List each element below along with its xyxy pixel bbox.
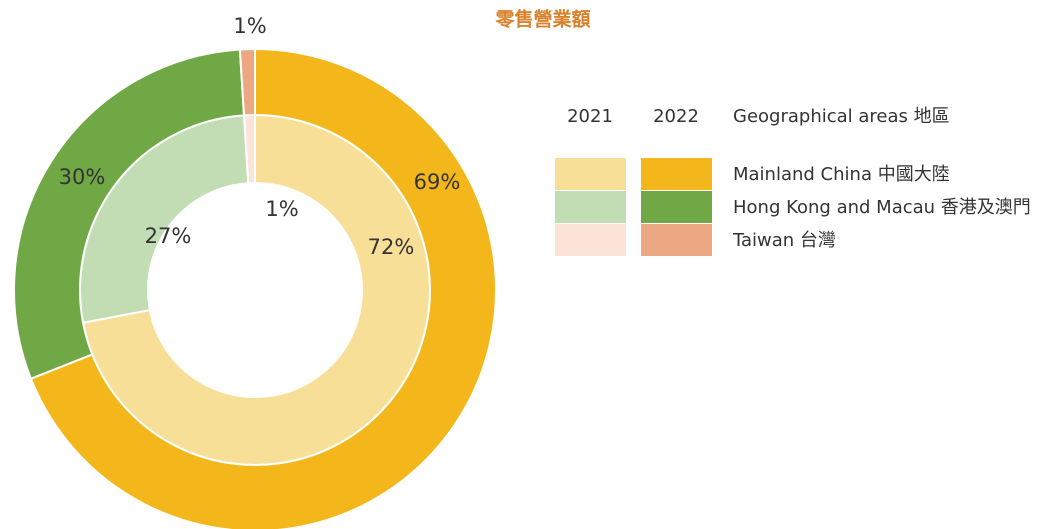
chart-title: 零售營業額 (494, 8, 590, 31)
value-label: 72% (368, 235, 415, 259)
value-label: 30% (59, 165, 106, 189)
legend-header: 2022 (653, 106, 699, 127)
donut-segment (238, 47, 256, 117)
legend-label: Taiwan 台灣 (732, 230, 836, 251)
legend-label: Mainland China 中國大陸 (733, 164, 950, 185)
value-label: 1% (265, 197, 298, 221)
legend-swatch (555, 224, 626, 256)
legend-label: Hong Kong and Macau 香港及澳門 (733, 197, 1031, 218)
legend-swatch (555, 191, 626, 223)
legend-swatch (641, 224, 712, 256)
legend-swatch (555, 158, 626, 190)
value-label: 1% (233, 14, 266, 38)
legend-swatch (641, 191, 712, 223)
value-label: 27% (145, 224, 192, 248)
donut-segment (13, 48, 246, 381)
legend-swatch (641, 158, 712, 190)
donut-segment (29, 47, 497, 529)
legend-header: 2021 (567, 106, 613, 127)
legend-title: Geographical areas 地區 (733, 106, 950, 127)
value-label: 69% (414, 170, 461, 194)
